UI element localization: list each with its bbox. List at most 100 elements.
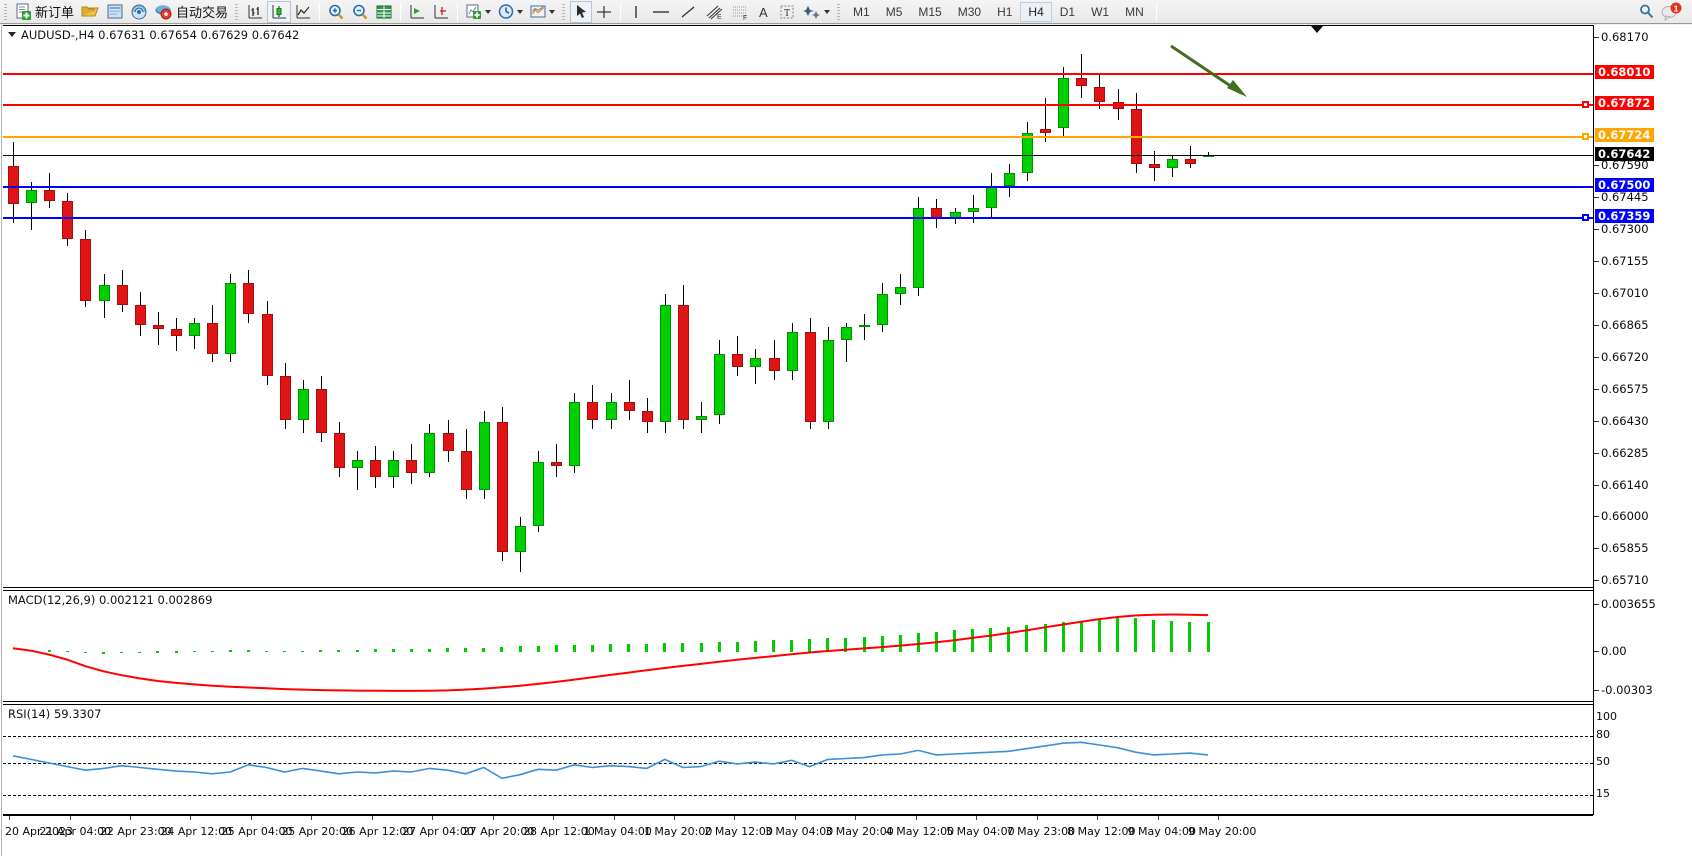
candle-body[interactable] — [496, 422, 508, 553]
text-label-icon[interactable]: T — [775, 1, 799, 23]
candle-body[interactable] — [913, 208, 925, 288]
candle-body[interactable] — [261, 313, 273, 376]
candle-body[interactable] — [116, 285, 128, 306]
indicators-caret-icon[interactable] — [485, 9, 492, 14]
new-order-button[interactable]: 新订单 — [12, 1, 77, 23]
candle-body[interactable] — [171, 329, 182, 336]
candle-body[interactable] — [8, 166, 19, 204]
candle-body[interactable] — [62, 201, 74, 239]
price-badge-support-lower[interactable]: 0.67359 — [1595, 209, 1655, 223]
level-line-resistance-lower[interactable] — [3, 103, 1593, 106]
shift-end-icon[interactable] — [429, 1, 453, 23]
level-handle-pivot-orange[interactable] — [1582, 133, 1589, 141]
candle-body[interactable] — [895, 287, 907, 294]
candle-body[interactable] — [587, 402, 599, 420]
auto-trading-button[interactable]: 自动交易 — [151, 1, 231, 23]
price-axis[interactable]: 0.68170 0.68010 0.67872 0.67724 0.67642 0.675… — [1593, 25, 1692, 815]
folder-icon[interactable] — [77, 1, 103, 23]
signal-icon[interactable] — [127, 1, 151, 23]
candle-body[interactable] — [1148, 163, 1160, 169]
candle-body[interactable] — [1166, 159, 1178, 169]
candle-body[interactable] — [80, 238, 92, 301]
price-badge-support-upper[interactable]: 0.67500 — [1595, 177, 1655, 192]
candle-body[interactable] — [442, 433, 454, 451]
candle-body[interactable] — [696, 415, 707, 420]
data-window-icon[interactable] — [372, 1, 396, 23]
candle-body[interactable] — [677, 305, 689, 420]
price-badge-resistance-lower[interactable]: 0.67872 — [1595, 95, 1655, 110]
candle-body[interactable] — [1094, 86, 1106, 103]
candle-body[interactable] — [750, 358, 762, 367]
level-line-resistance-upper[interactable] — [3, 73, 1593, 76]
candle-body[interactable] — [1003, 172, 1015, 186]
candle-body[interactable] — [659, 305, 671, 423]
candle-body[interactable] — [370, 459, 382, 478]
candle-body[interactable] — [985, 185, 997, 208]
line-chart-icon[interactable] — [291, 1, 315, 23]
period-icon[interactable] — [494, 1, 526, 23]
shift-start-icon[interactable] — [405, 1, 429, 23]
candle-body[interactable] — [515, 525, 526, 553]
chart-area[interactable]: AUDUSD-,H4 0.67631 0.67654 0.67629 0.676… — [0, 25, 1692, 856]
candle-body[interactable] — [388, 459, 400, 478]
bar-chart-icon[interactable] — [243, 1, 267, 23]
candle-body[interactable] — [1076, 77, 1088, 87]
timeframe-m5[interactable]: M5 — [885, 4, 903, 19]
zoom-in-icon[interactable] — [324, 1, 348, 23]
candle-body[interactable] — [967, 208, 979, 213]
candle-body[interactable] — [207, 322, 219, 354]
candle-body[interactable] — [297, 389, 309, 420]
hline-icon[interactable] — [647, 1, 675, 23]
trendline-icon[interactable] — [675, 1, 701, 23]
price-badge-current-price[interactable]: 0.67642 — [1595, 146, 1655, 161]
chart-left-scroll-grip[interactable] — [0, 25, 3, 856]
candle-body[interactable] — [1040, 128, 1051, 133]
level-line-pivot-orange[interactable] — [3, 136, 1593, 139]
candle-body[interactable] — [1058, 77, 1070, 129]
toolbar-grip-4[interactable] — [835, 1, 843, 22]
downtrend-arrow[interactable] — [1163, 38, 1303, 118]
price-pane[interactable]: AUDUSD-,H4 0.67631 0.67654 0.67629 0.676… — [3, 25, 1593, 588]
candle-body[interactable] — [98, 285, 110, 301]
candle-body[interactable] — [786, 331, 798, 372]
candle-body[interactable] — [551, 461, 563, 467]
text-icon[interactable]: A — [753, 1, 775, 23]
shapes-icon[interactable] — [799, 1, 833, 23]
candle-body[interactable] — [279, 375, 291, 420]
candle-body[interactable] — [460, 450, 472, 491]
candle-body[interactable] — [840, 327, 852, 341]
toolbar-grip-2[interactable] — [233, 1, 241, 22]
terminal-icon[interactable] — [103, 1, 127, 23]
candle-body[interactable] — [189, 322, 201, 336]
level-line-support-lower[interactable] — [3, 217, 1593, 219]
time-axis[interactable]: 20 Apr 2023 21 Apr 04:00 22 Apr 23:00 24 Ap… — [3, 815, 1593, 856]
candle-body[interactable] — [569, 402, 581, 467]
toolbar-grip-1[interactable] — [2, 1, 9, 22]
shapes-caret-icon[interactable] — [824, 9, 831, 14]
candle-body[interactable] — [822, 340, 834, 423]
search-icon[interactable] — [1634, 1, 1660, 23]
candle-body[interactable] — [243, 283, 255, 314]
timeframe-m30[interactable]: M30 — [957, 4, 982, 19]
macd-pane[interactable]: MACD(12,26,9) 0.002121 0.002869 — [3, 590, 1593, 702]
fibonacci-icon[interactable]: F — [727, 1, 753, 23]
alerts-icon[interactable]: 1 — [1660, 2, 1684, 22]
timeframe-h4[interactable]: H4 — [1020, 1, 1052, 22]
candle-body[interactable] — [152, 325, 164, 330]
candle-body[interactable] — [315, 389, 327, 434]
period-caret-icon[interactable] — [517, 9, 524, 14]
candle-body[interactable] — [406, 459, 418, 473]
price-badge-resistance-upper[interactable]: 0.68010 — [1595, 65, 1655, 80]
price-badge-pivot-orange[interactable]: 0.67724 — [1595, 128, 1655, 143]
candle-body[interactable] — [804, 331, 816, 423]
candle-body[interactable] — [1021, 132, 1033, 173]
candle-body[interactable] — [641, 411, 653, 422]
candlestick-icon[interactable] — [267, 0, 292, 23]
candle-body[interactable] — [623, 402, 635, 411]
candle-body[interactable] — [714, 353, 726, 416]
candle-body[interactable] — [1184, 159, 1196, 164]
candle-body[interactable] — [1130, 108, 1142, 164]
candle-body[interactable] — [134, 305, 146, 325]
candle-body[interactable] — [352, 459, 363, 469]
timeframe-h1[interactable]: H1 — [997, 4, 1013, 19]
